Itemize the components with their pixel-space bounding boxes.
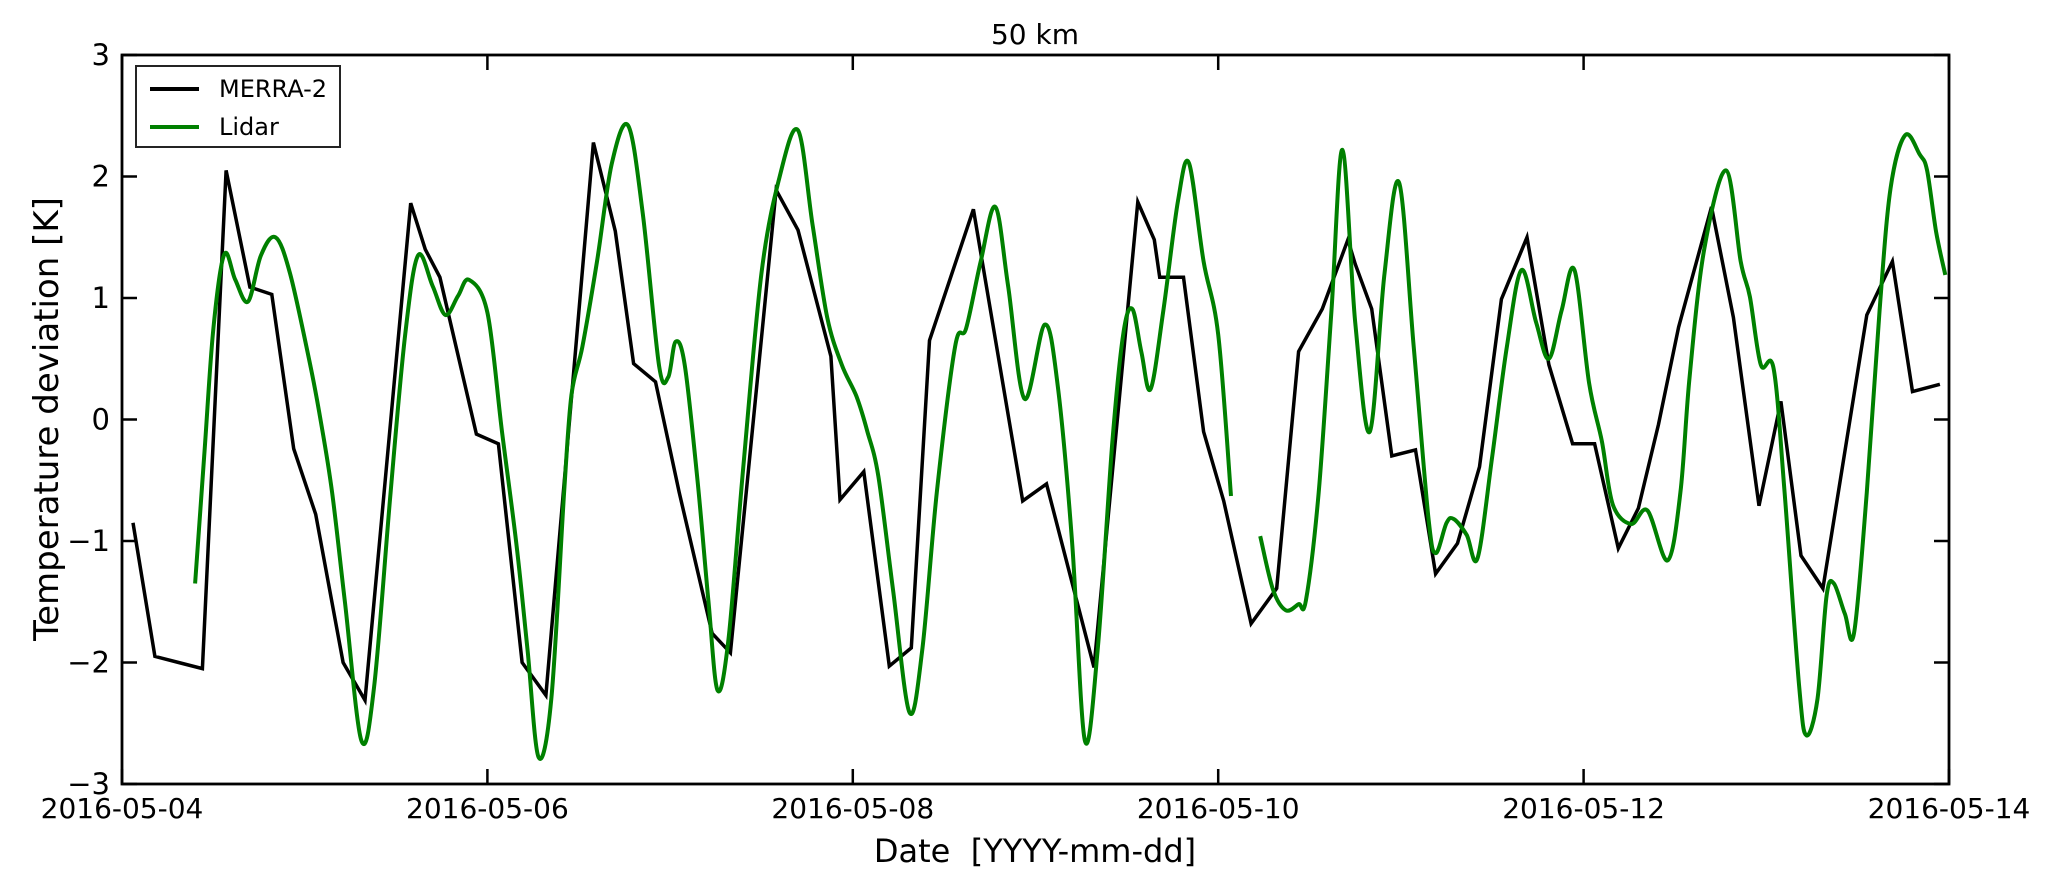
- merra-2-line-sample: [150, 87, 199, 91]
- x-tick-label: 2016-05-08: [771, 792, 934, 825]
- merra-2-line: [131, 142, 1941, 706]
- y-axis-label: Temperature deviation [K]: [27, 197, 67, 642]
- legend-item-lidar: Lidar: [137, 111, 339, 143]
- legend: MERRA-2 Lidar: [135, 65, 341, 148]
- plot-area: 2016-05-04 2016-05-06 2016-05-08 2016-05-10…: [41, 38, 2031, 825]
- x-tick-label: 2016-05-14: [1868, 792, 2031, 825]
- legend-label-merra-2: MERRA-2: [219, 75, 328, 103]
- y-tick-label: 2: [92, 160, 110, 194]
- y-tick-label: 3: [92, 38, 110, 72]
- lidar-line-sample: [150, 125, 199, 129]
- y-tick-label: 0: [92, 403, 110, 437]
- x-tick-label: 2016-05-04: [41, 792, 204, 825]
- y-tick-label: 1: [92, 281, 110, 315]
- chart-title: 50 km: [991, 18, 1079, 51]
- lidar-line: [193, 121, 1233, 761]
- legend-item-merra-2: MERRA-2: [137, 73, 339, 105]
- lidar-line: [1258, 132, 1948, 738]
- y-tick-label: −2: [67, 646, 110, 680]
- y-tick-label: −3: [67, 767, 110, 801]
- legend-label-lidar: Lidar: [219, 113, 279, 141]
- x-axis-label: Date [YYYY-mm-dd]: [874, 832, 1196, 870]
- x-tick-label: 2016-05-12: [1502, 792, 1665, 825]
- x-tick-label: 2016-05-06: [406, 792, 569, 825]
- y-tick-label: −1: [67, 524, 110, 558]
- x-tick-label: 2016-05-10: [1137, 792, 1300, 825]
